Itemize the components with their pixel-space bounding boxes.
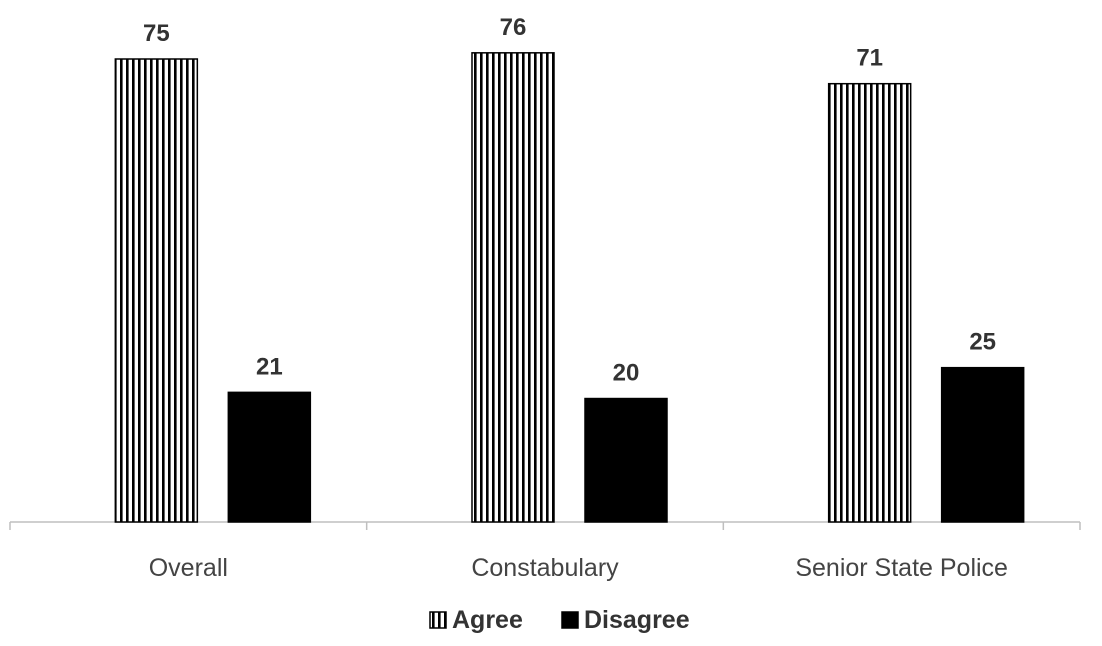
data-label: 76 <box>500 14 527 41</box>
legend: Agree Disagree <box>429 606 690 634</box>
bar-agree-constabulary <box>471 52 555 523</box>
bar-disagree-overall <box>227 391 312 523</box>
labels-layer: 75 76 71 21 20 25 <box>143 14 996 387</box>
category-label: Overall <box>149 554 228 582</box>
legend-label-agree: Agree <box>452 606 523 634</box>
data-label: 75 <box>143 20 170 47</box>
legend-swatch-disagree <box>561 611 579 629</box>
bar-disagree-constabulary <box>584 397 668 523</box>
bar-disagree-senior-state-police <box>940 366 1025 523</box>
category-label: Constabulary <box>471 554 619 582</box>
legend-label-disagree: Disagree <box>584 606 690 634</box>
bar-agree-senior-state-police <box>827 82 912 523</box>
axis-layer: Overall Constabulary Senior State Police <box>9 521 1081 582</box>
data-label: 25 <box>969 329 996 356</box>
data-label: 20 <box>613 360 640 387</box>
category-label: Senior State Police <box>795 554 1008 582</box>
legend-swatch-agree <box>429 611 447 629</box>
data-label: 71 <box>856 45 883 72</box>
data-label: 21 <box>256 353 283 380</box>
bars-layer <box>114 52 1025 523</box>
bar-agree-overall <box>114 58 199 523</box>
